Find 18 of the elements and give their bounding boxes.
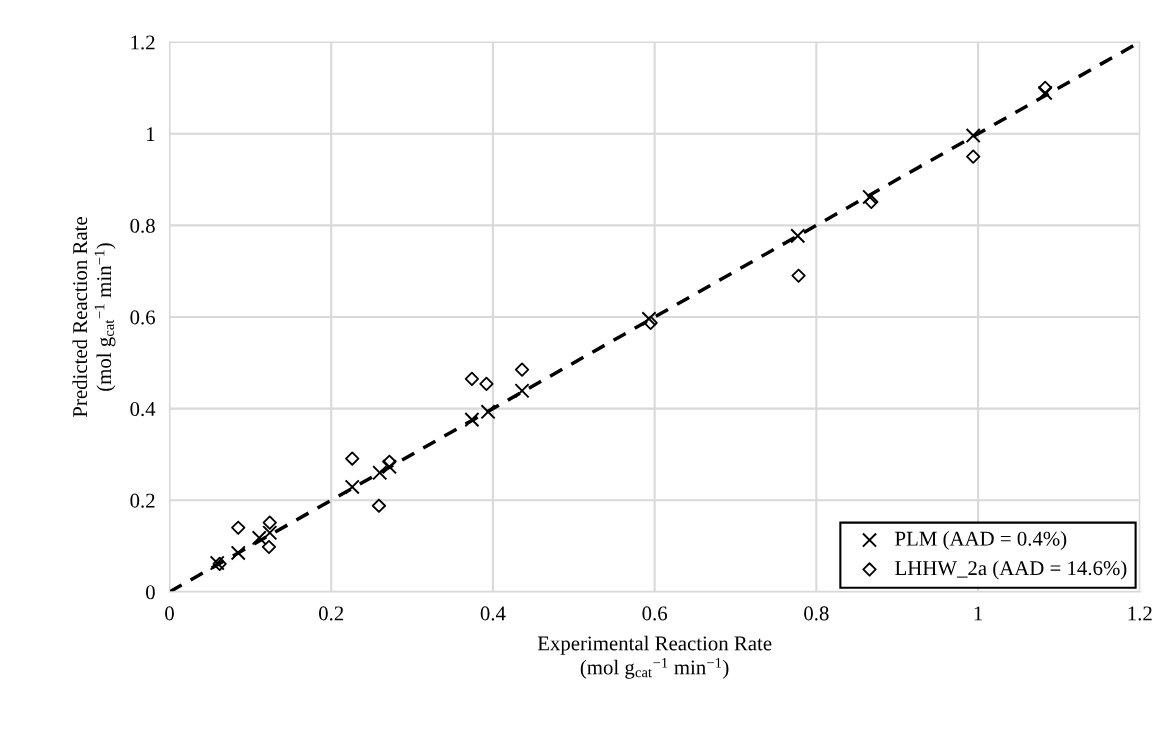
y-tick-label: 0.6 bbox=[130, 310, 155, 325]
x-tick-label: 0.6 bbox=[642, 606, 668, 621]
legend-label: LHHW_2a (AAD = 14.6%) bbox=[895, 560, 1127, 580]
x-tick-label: 0 bbox=[165, 606, 174, 621]
y-tick-label: 0.4 bbox=[130, 401, 156, 417]
y-tick-label: 1 bbox=[147, 127, 155, 141]
y-tick-label: 0.8 bbox=[130, 218, 155, 233]
x-axis-title: Experimental Reaction Rate (mol g$_{cat}$$^{−1}$ min$^{−1}$) bbox=[537, 635, 772, 679]
y-tick-label: 0 bbox=[145, 585, 155, 600]
x-tick-label: 0.8 bbox=[804, 606, 829, 621]
y-tick-label: 1.2 bbox=[131, 35, 155, 50]
legend-label: PLM (AAD = 0.4%) bbox=[895, 531, 1067, 550]
x-tick-label: 0.4 bbox=[480, 606, 506, 621]
x-tick-label: 1.2 bbox=[1128, 606, 1152, 621]
x-tick-label: 1 bbox=[974, 606, 983, 621]
x-tick-label: 0.2 bbox=[318, 606, 344, 621]
y-axis-title: Predicted Reaction Rate (mol g$_{cat}$$^{−1}$ min$^{−1}$) bbox=[72, 217, 116, 418]
y-tick-label: 0.2 bbox=[130, 493, 155, 508]
